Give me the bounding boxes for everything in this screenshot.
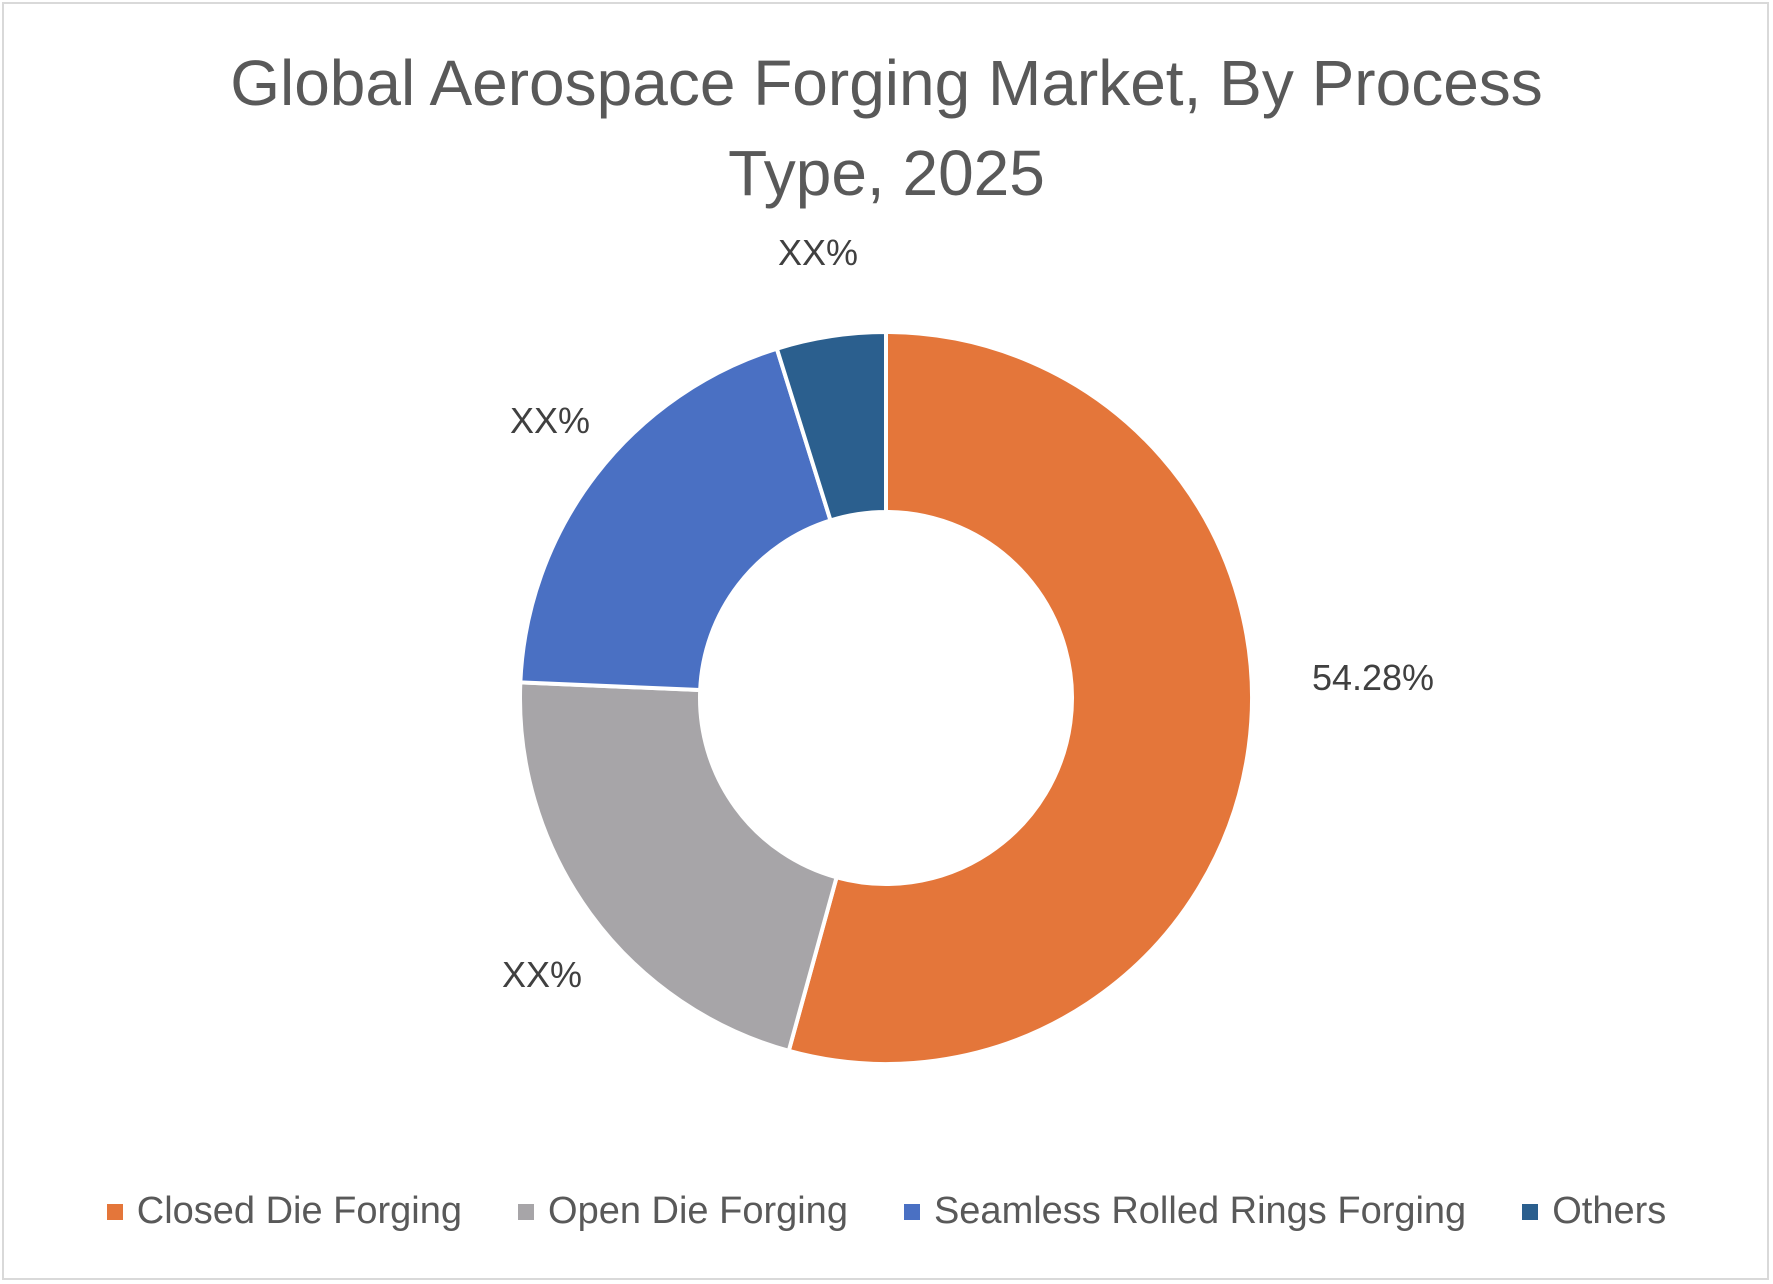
- legend-swatch-others: [1522, 1203, 1539, 1220]
- legend-swatch-open-die-forging: [518, 1203, 535, 1220]
- legend-item-seamless-rolled-rings-forging[interactable]: Seamless Rolled Rings Forging: [903, 1190, 1467, 1233]
- legend-label-open-die-forging: Open Die Forging: [548, 1190, 848, 1232]
- donut-slice-closed-die-forging[interactable]: [786, 329, 1254, 1066]
- chart-title-line-2: Type, 2025: [728, 137, 1045, 209]
- donut-slice-open-die-forging[interactable]: [518, 680, 840, 1054]
- legend-label-others: Others: [1552, 1190, 1667, 1232]
- data-label-closed-die-forging: 54.28%: [1312, 657, 1434, 698]
- chart-title: Global Aerospace Forging Market, By Proc…: [0, 38, 1773, 218]
- legend-label-seamless-rolled-rings-forging: Seamless Rolled Rings Forging: [933, 1190, 1467, 1232]
- data-label-others: XX%: [778, 232, 858, 273]
- data-label-seamless-rolled-rings-forging: XX%: [510, 400, 590, 441]
- legend-item-others[interactable]: Others: [1522, 1190, 1666, 1233]
- legend-label-closed-die-forging: Closed Die Forging: [136, 1190, 463, 1232]
- legend-swatch-closed-die-forging: [106, 1203, 123, 1220]
- legend-item-closed-die-forging[interactable]: Closed Die Forging: [106, 1190, 463, 1233]
- chart-title-line-1: Global Aerospace Forging Market, By Proc…: [230, 47, 1543, 119]
- data-label-open-die-forging: XX%: [502, 954, 582, 995]
- legend: Closed Die Forging Open Die Forging Seam…: [0, 1190, 1773, 1233]
- legend-item-open-die-forging[interactable]: Open Die Forging: [518, 1190, 848, 1233]
- legend-swatch-seamless-rolled-rings-forging: [903, 1203, 920, 1220]
- donut-slice-seamless-rolled-rings-forging[interactable]: [518, 346, 834, 693]
- donut-slice-others[interactable]: [774, 329, 888, 523]
